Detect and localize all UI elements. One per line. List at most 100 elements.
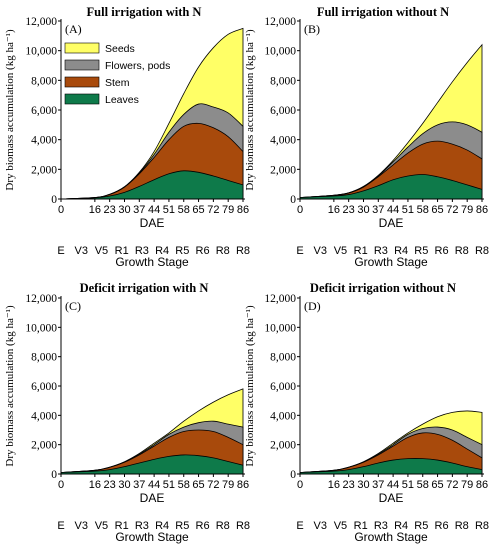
stage-tick-label: R3 — [135, 520, 149, 532]
x-tick-label: 58 — [417, 204, 429, 216]
y-tick-label: 4,000 — [270, 135, 296, 147]
x-tick-label: 65 — [192, 204, 204, 216]
y-tick-label: 0 — [51, 194, 57, 206]
x-tick-label: 58 — [178, 204, 190, 216]
stage-tick-label: V5 — [95, 245, 108, 257]
x-tick-label: 86 — [237, 204, 249, 216]
x-tick-label: 23 — [104, 204, 116, 216]
y-tick-label: 10,000 — [264, 46, 296, 58]
y-tick-label: 4,000 — [31, 135, 57, 147]
area-leaves — [60, 454, 244, 475]
stage-tick-label: R8 — [475, 245, 489, 257]
stage-tick-label: R1 — [354, 245, 368, 257]
panel-title: Full irrigation with N — [87, 5, 202, 19]
stage-tick-label: E — [296, 520, 303, 532]
y-tick-label: 10,000 — [25, 46, 57, 58]
legend-swatch — [64, 93, 100, 105]
legend-label: Flowers, pods — [105, 60, 170, 72]
legend-swatch — [64, 76, 100, 88]
x-tick-label: 37 — [133, 204, 145, 216]
y-tick-label: 12,000 — [264, 293, 296, 305]
x-tick-label: 16 — [89, 204, 101, 216]
area-leaves — [60, 170, 244, 200]
x-tick-label: 65 — [192, 479, 204, 491]
x-tick-label: 16 — [328, 479, 340, 491]
stage-tick-label: R8 — [455, 520, 469, 532]
y-axis-label: Dry biomass accumulation (kg ha⁻¹) — [4, 305, 16, 467]
chart-panel-b: Full irrigation without N 0 2,000 4,000 6,00… — [244, 5, 489, 269]
x-tick-label: 44 — [387, 204, 399, 216]
x-axis-label: DAE — [379, 491, 404, 505]
y-axis-label: Dry biomass accumulation (kg ha⁻¹) — [244, 305, 256, 467]
stage-tick-label: R5 — [175, 520, 189, 532]
y-tick-label: 10,000 — [25, 322, 57, 334]
y-tick-label: 4,000 — [270, 410, 296, 422]
y-tick-label: 12,000 — [25, 16, 57, 28]
y-tick-label: 8,000 — [31, 352, 57, 364]
x-tick-label: 79 — [461, 479, 473, 491]
x-tick-label: 44 — [148, 479, 160, 491]
stage-tick-label: R8 — [455, 245, 469, 257]
x-axis-label: DAE — [140, 216, 165, 230]
y-tick-label: 2,000 — [31, 440, 57, 452]
stage-tick-label: R6 — [435, 520, 449, 532]
x-tick-label: 23 — [104, 479, 116, 491]
legend-label: Leaves — [105, 94, 139, 106]
stage-tick-label: E — [296, 245, 303, 257]
x-tick-label: 51 — [402, 479, 414, 491]
y-tick-label: 0 — [290, 194, 296, 206]
x-tick-label: 30 — [118, 204, 130, 216]
x-tick-label: 16 — [89, 479, 101, 491]
y-tick-label: 6,000 — [270, 105, 296, 117]
stage-tick-label: R8 — [236, 520, 250, 532]
stage-tick-label: R3 — [374, 245, 388, 257]
x-tick-label: 72 — [446, 204, 458, 216]
growth-stage-axis-label: Growth Stage — [115, 530, 189, 544]
x-tick-label: 58 — [178, 479, 190, 491]
y-tick-label: 0 — [51, 469, 57, 481]
x-tick-label: 37 — [372, 479, 384, 491]
stage-tick-label: E — [57, 520, 64, 532]
x-tick-label: 0 — [297, 204, 303, 216]
x-tick-label: 65 — [431, 479, 443, 491]
growth-stage-axis-label: Growth Stage — [354, 530, 428, 544]
stage-tick-label: R8 — [216, 245, 230, 257]
y-tick-label: 6,000 — [31, 381, 57, 393]
stage-tick-label: R4 — [394, 245, 408, 257]
y-tick-label: 2,000 — [270, 440, 296, 452]
stage-tick-label: R1 — [115, 520, 129, 532]
y-tick-label: 12,000 — [25, 293, 57, 305]
y-tick-label: 2,000 — [270, 164, 296, 176]
x-axis-label: DAE — [379, 216, 404, 230]
x-tick-label: 72 — [207, 479, 219, 491]
stage-tick-label: R6 — [196, 245, 210, 257]
legend-swatch — [64, 59, 100, 71]
stage-tick-label: R4 — [394, 520, 408, 532]
x-tick-label: 30 — [357, 204, 369, 216]
x-tick-label: 0 — [58, 479, 64, 491]
x-tick-label: 30 — [357, 479, 369, 491]
x-axis-label: DAE — [140, 491, 165, 505]
stage-tick-label: R8 — [475, 520, 489, 532]
y-tick-label: 4,000 — [31, 410, 57, 422]
x-tick-label: 79 — [222, 479, 234, 491]
stage-tick-label: R3 — [135, 245, 149, 257]
stage-tick-label: V3 — [74, 520, 87, 532]
area-leaves — [299, 458, 483, 475]
stage-tick-label: R5 — [414, 520, 428, 532]
stage-tick-label: R5 — [175, 245, 189, 257]
y-axis-label: Dry biomass accumulation (kg ha⁻¹) — [244, 29, 256, 191]
stage-tick-label: V3 — [74, 245, 87, 257]
x-tick-label: 16 — [328, 204, 340, 216]
x-tick-label: 44 — [148, 204, 160, 216]
y-tick-label: 2,000 — [31, 164, 57, 176]
stage-tick-label: R6 — [196, 520, 210, 532]
panel-title: Deficit irrigation with N — [80, 281, 209, 295]
x-tick-label: 72 — [446, 479, 458, 491]
panel-label: (D) — [304, 299, 321, 313]
stage-tick-label: R6 — [435, 245, 449, 257]
y-axis-label: Dry biomass accumulation (kg ha⁻¹) — [4, 29, 16, 191]
chart-panel-a: Full irrigation with N 0 2,000 4,000 6,000 8,… — [4, 5, 250, 269]
stage-tick-label: V3 — [313, 245, 326, 257]
x-tick-label: 37 — [133, 479, 145, 491]
